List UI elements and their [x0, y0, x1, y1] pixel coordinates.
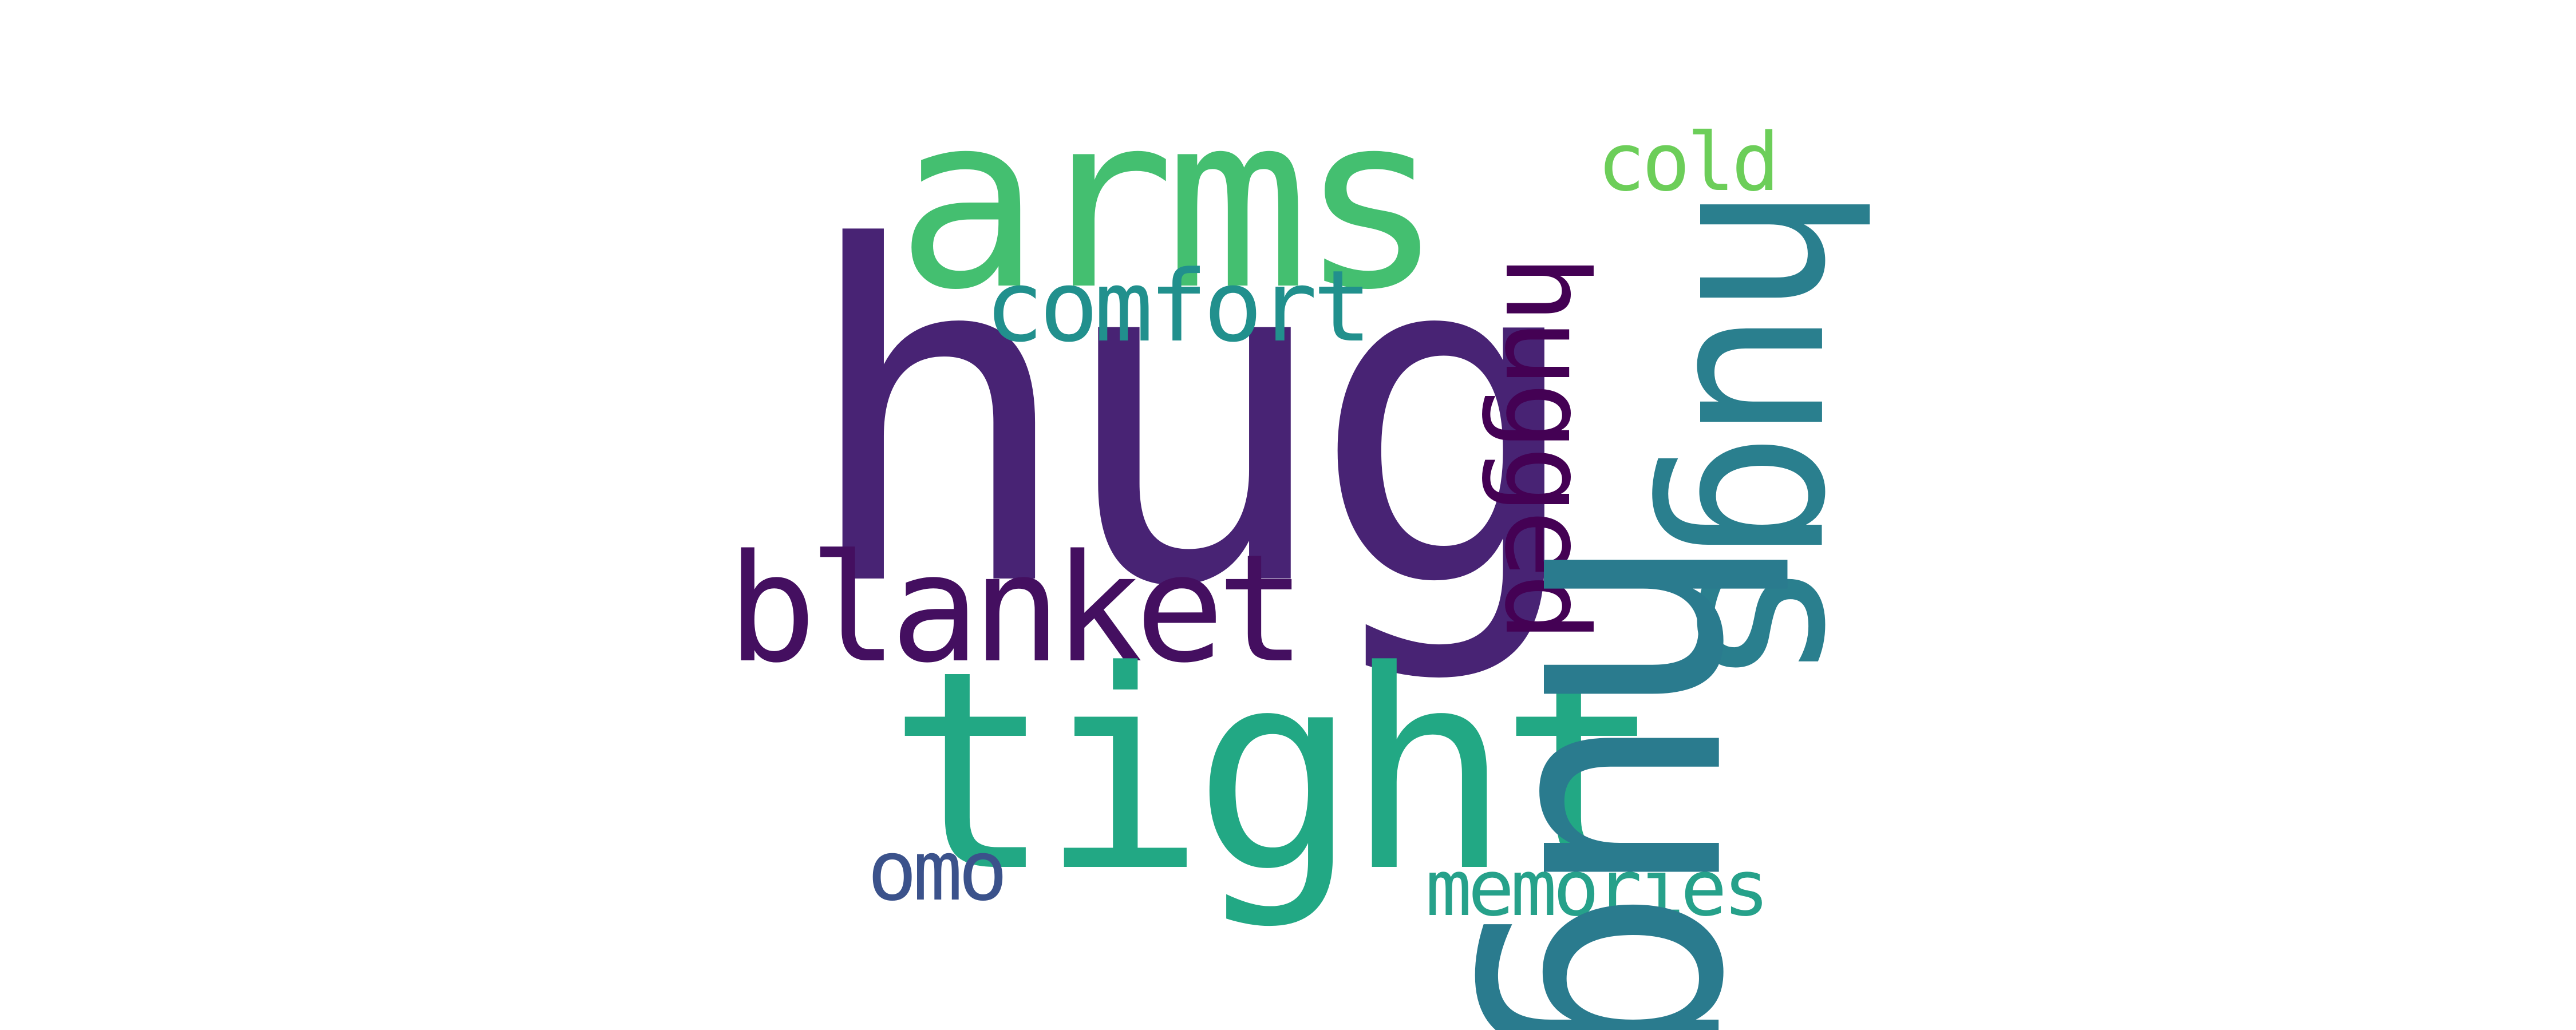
word-blanket: blanket — [727, 523, 1306, 696]
word-hug: hug — [799, 151, 1587, 687]
word-arms: arms — [896, 63, 1444, 343]
word-cold: cold — [1597, 116, 1780, 209]
word-hug-vertical: hug — [1468, 529, 1841, 1030]
word-tight: tight — [887, 612, 1664, 932]
word-comfort: comfort — [985, 249, 1372, 364]
word-omo: omo — [867, 823, 1008, 920]
word-memories: memories — [1425, 843, 1769, 933]
